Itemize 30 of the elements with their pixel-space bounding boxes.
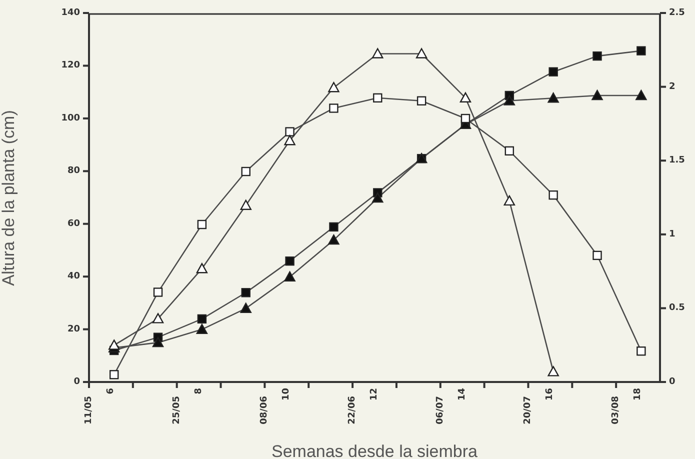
y-tick-label: 40 — [67, 272, 80, 282]
x-tick-label: 22/06 — [348, 396, 358, 424]
x2-tick-label: 12 — [370, 388, 380, 401]
y2-tick-label: 2 — [669, 82, 676, 92]
x2-tick-label: 10 — [282, 388, 292, 401]
y-tick-label: 80 — [67, 166, 80, 176]
x-axis-title: Semanas desde la siembra — [271, 442, 478, 459]
x-tick-label: 08/06 — [260, 396, 270, 424]
y-tick-label: 0 — [74, 377, 80, 387]
x-tick-label: 20/07 — [523, 396, 534, 424]
x2-tick-label: 18 — [633, 388, 644, 401]
y2-tick-label: 0.5 — [669, 303, 685, 314]
y-axis-title: Altura de la planta (cm) — [0, 110, 18, 286]
y2-tick-label: 1.5 — [669, 156, 685, 166]
y-tick-label: 60 — [67, 218, 80, 229]
x2-tick-label: 6 — [106, 388, 116, 394]
x2-tick-label: 16 — [545, 388, 556, 401]
x-tick-label: 06/07 — [435, 396, 446, 424]
y-tick-label: 140 — [61, 8, 80, 18]
x2-tick-label: 8 — [194, 388, 204, 394]
x-tick-label: 25/05 — [172, 396, 182, 424]
y-tick-label: 120 — [61, 60, 80, 71]
y-tick-label: 20 — [67, 324, 80, 334]
x-tick-label: 11/05 — [84, 396, 94, 424]
y2-tick-label: 2.5 — [669, 8, 685, 18]
y-tick-label: 100 — [61, 113, 80, 124]
x-tick-label: 03/08 — [611, 396, 622, 424]
x2-tick-label: 14 — [457, 388, 468, 401]
y2-tick-label: 1 — [669, 229, 676, 240]
y2-tick-label: 0 — [669, 377, 676, 387]
